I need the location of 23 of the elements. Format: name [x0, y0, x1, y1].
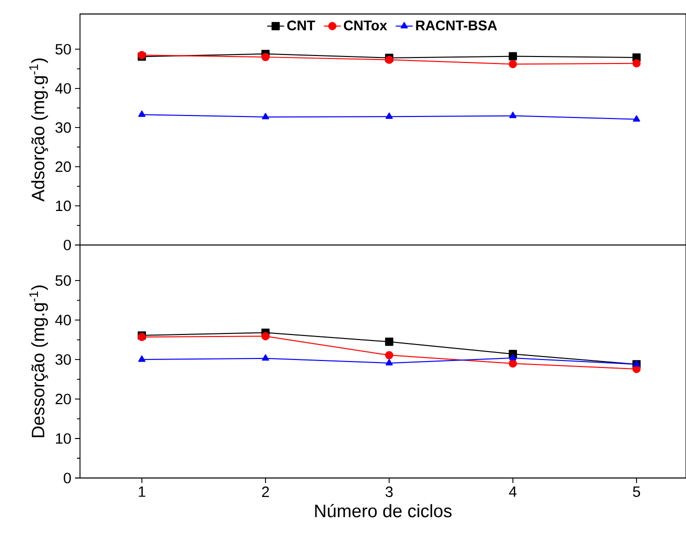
- y-tick-label: 30: [55, 354, 71, 365]
- y-axis-title: Dessorção (mg.g$^{-1}$): [29, 286, 48, 438]
- x-tick-label: 3: [386, 486, 393, 498]
- y-tick-label: 20: [56, 394, 71, 404]
- x-tick-label: 4: [509, 486, 517, 497]
- legend-label: CNT: [287, 20, 316, 30]
- y-tick-label: 0: [64, 240, 71, 250]
- x-tick-label: 2: [262, 486, 269, 497]
- legend-label: RACNT-BSA: [416, 20, 497, 30]
- y-tick-label: 10: [56, 200, 71, 212]
- x-axis-title: Número de ciclos: [315, 504, 452, 518]
- y-tick-label: 20: [56, 161, 71, 172]
- y-axis-title: Adsorção (mg.g$^{-1}$): [29, 58, 48, 202]
- y-tick-label: 50: [55, 275, 71, 286]
- legend-label: CNTox: [344, 20, 388, 30]
- y-tick-label: 40: [55, 314, 71, 326]
- y-tick-label: 0: [64, 472, 71, 484]
- y-tick-label: 50: [55, 44, 71, 55]
- y-tick-label: 10: [56, 433, 71, 444]
- y-tick-label: 40: [55, 83, 71, 94]
- x-tick-label: 5: [632, 486, 640, 497]
- x-tick-label: 1: [138, 486, 146, 497]
- y-tick-label: 30: [55, 122, 71, 133]
